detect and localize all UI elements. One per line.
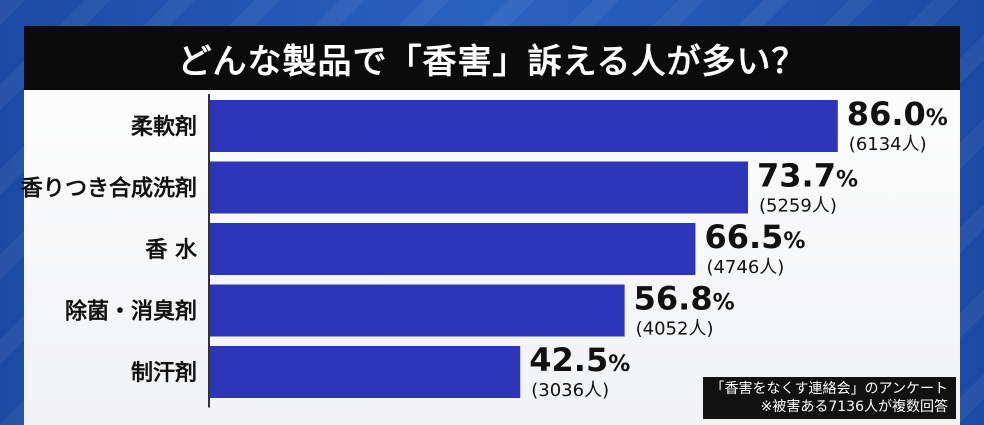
- value-label-4: 42.5%: [529, 341, 630, 379]
- category-label-4: 制汗剤: [131, 360, 197, 386]
- bar-0: [210, 100, 838, 152]
- bar-1: [210, 161, 749, 214]
- count-label-3: (4052人): [636, 319, 714, 340]
- count-label-1: (5259人): [759, 196, 837, 217]
- value-label-3: 56.8%: [634, 280, 735, 318]
- category-label-3: 除菌・消臭剤: [65, 299, 197, 325]
- footnote-source: 「香害をなくす連絡会」のアンケート: [710, 381, 948, 397]
- count-label-0: (6134人): [849, 134, 927, 155]
- chart-title: どんな製品で「香害」訴える人が多い？: [24, 26, 960, 90]
- category-label-2: 香 水: [145, 238, 198, 263]
- count-label-4: (3036人): [531, 380, 609, 401]
- chart-title-text: どんな製品で「香害」訴える人が多い？: [177, 41, 807, 82]
- value-label-1: 73.7%: [757, 157, 858, 195]
- bar-4: [210, 346, 521, 398]
- value-label-0: 86.0%: [847, 95, 948, 133]
- bar-3: [210, 284, 625, 337]
- footnote: 「香害をなくす連絡会」のアンケート ※被害ある7136人が複数回答: [702, 377, 956, 419]
- category-label-0: 柔軟剤: [131, 114, 197, 140]
- category-label-1: 香りつき合成洗剤: [21, 176, 197, 202]
- bar-2: [210, 223, 696, 275]
- count-label-2: (4746人): [706, 257, 784, 278]
- value-label-2: 66.5%: [704, 218, 805, 256]
- footnote-note: ※被害ある7136人が複数回答: [760, 399, 948, 415]
